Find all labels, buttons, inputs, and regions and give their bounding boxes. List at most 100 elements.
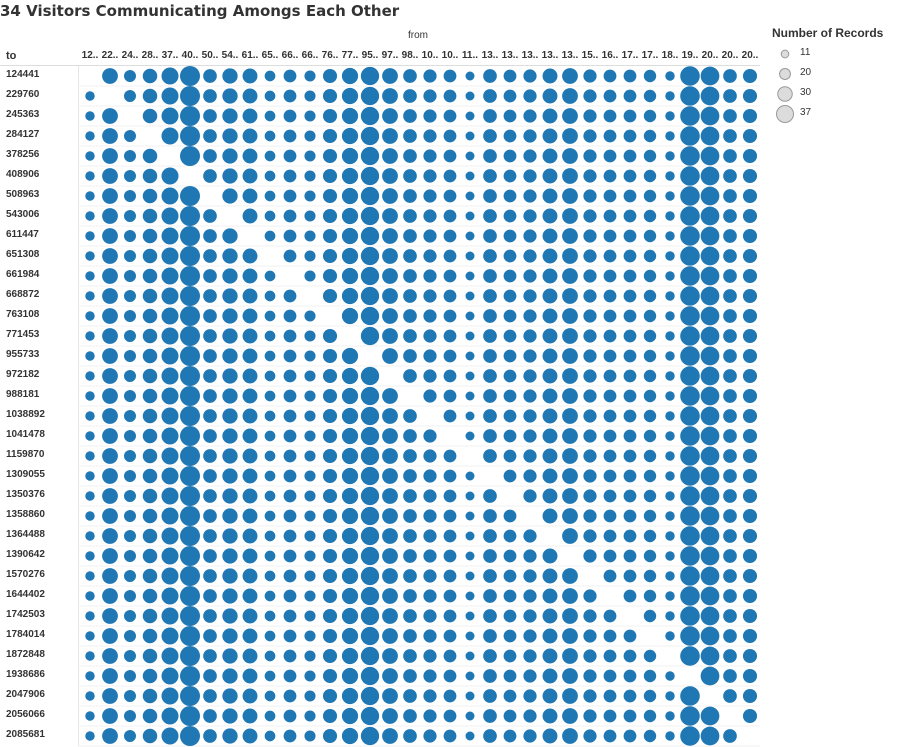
record-bubble[interactable] [382,588,398,604]
record-bubble[interactable] [623,229,637,243]
record-bubble[interactable] [180,506,200,526]
record-bubble[interactable] [742,588,758,604]
record-bubble[interactable] [723,529,737,543]
record-bubble[interactable] [203,549,217,563]
record-bubble[interactable] [700,586,720,606]
record-bubble[interactable] [742,228,758,244]
record-bubble[interactable] [680,526,700,546]
record-bubble[interactable] [403,709,417,723]
record-bubble[interactable] [283,109,297,123]
record-bubble[interactable] [322,708,338,724]
record-bubble[interactable] [403,249,417,263]
record-bubble[interactable] [542,208,558,224]
record-bubble[interactable] [523,549,537,563]
record-bubble[interactable] [583,669,597,683]
record-bubble[interactable] [603,309,617,323]
record-bubble[interactable] [465,71,475,81]
record-bubble[interactable] [161,467,179,485]
record-bubble[interactable] [465,391,475,401]
record-bubble[interactable] [203,589,217,603]
record-bubble[interactable] [665,471,675,481]
record-bubble[interactable] [304,430,316,442]
record-bubble[interactable] [523,69,537,83]
record-bubble[interactable] [360,406,380,426]
record-bubble[interactable] [264,70,276,82]
record-bubble[interactable] [723,69,737,83]
record-bubble[interactable] [124,130,136,142]
record-bubble[interactable] [85,471,95,481]
record-bubble[interactable] [542,328,558,344]
record-bubble[interactable] [465,131,475,141]
record-bubble[interactable] [465,91,475,101]
record-bubble[interactable] [203,69,217,83]
record-bubble[interactable] [124,710,136,722]
record-bubble[interactable] [542,588,558,604]
record-bubble[interactable] [523,349,537,363]
record-bubble[interactable] [161,547,179,565]
record-bubble[interactable] [562,248,578,264]
record-bubble[interactable] [161,707,179,725]
record-bubble[interactable] [264,590,276,602]
record-bubble[interactable] [283,389,297,403]
record-bubble[interactable] [542,108,558,124]
record-bubble[interactable] [322,188,338,204]
record-bubble[interactable] [643,429,657,443]
record-bubble[interactable] [665,271,675,281]
record-bubble[interactable] [102,268,118,284]
record-bubble[interactable] [542,288,558,304]
record-bubble[interactable] [360,86,380,106]
record-bubble[interactable] [680,266,700,286]
record-bubble[interactable] [304,690,316,702]
record-bubble[interactable] [603,489,617,503]
record-bubble[interactable] [222,408,238,424]
record-bubble[interactable] [443,669,457,683]
record-bubble[interactable] [142,288,158,304]
record-bubble[interactable] [562,88,578,104]
record-bubble[interactable] [203,629,217,643]
record-bubble[interactable] [222,588,238,604]
record-bubble[interactable] [665,671,675,681]
record-bubble[interactable] [603,89,617,103]
record-bubble[interactable] [423,329,437,343]
record-bubble[interactable] [423,309,437,323]
record-bubble[interactable] [423,569,437,583]
record-bubble[interactable] [142,188,158,204]
record-bubble[interactable] [742,468,758,484]
record-bubble[interactable] [465,591,475,601]
record-bubble[interactable] [382,548,398,564]
record-bubble[interactable] [360,706,380,726]
record-bubble[interactable] [665,351,675,361]
record-bubble[interactable] [665,251,675,261]
record-bubble[interactable] [623,529,637,543]
record-bubble[interactable] [161,167,179,185]
record-bubble[interactable] [643,189,657,203]
record-bubble[interactable] [203,289,217,303]
record-bubble[interactable] [203,569,217,583]
record-bubble[interactable] [341,127,359,145]
record-bubble[interactable] [403,669,417,683]
record-bubble[interactable] [360,646,380,666]
record-bubble[interactable] [264,690,276,702]
record-bubble[interactable] [562,228,578,244]
record-bubble[interactable] [85,231,95,241]
record-bubble[interactable] [403,349,417,363]
record-bubble[interactable] [102,608,118,624]
record-bubble[interactable] [623,649,637,663]
record-bubble[interactable] [203,249,217,263]
record-bubble[interactable] [562,128,578,144]
record-bubble[interactable] [723,689,737,703]
record-bubble[interactable] [665,231,675,241]
record-bubble[interactable] [542,468,558,484]
record-bubble[interactable] [85,511,95,521]
record-bubble[interactable] [360,726,380,746]
record-bubble[interactable] [382,108,398,124]
record-bubble[interactable] [742,368,758,384]
record-bubble[interactable] [264,390,276,402]
record-bubble[interactable] [203,609,217,623]
record-bubble[interactable] [180,206,200,226]
record-bubble[interactable] [322,668,338,684]
record-bubble[interactable] [124,510,136,522]
record-bubble[interactable] [603,649,617,663]
record-bubble[interactable] [643,309,657,323]
record-bubble[interactable] [242,348,258,364]
